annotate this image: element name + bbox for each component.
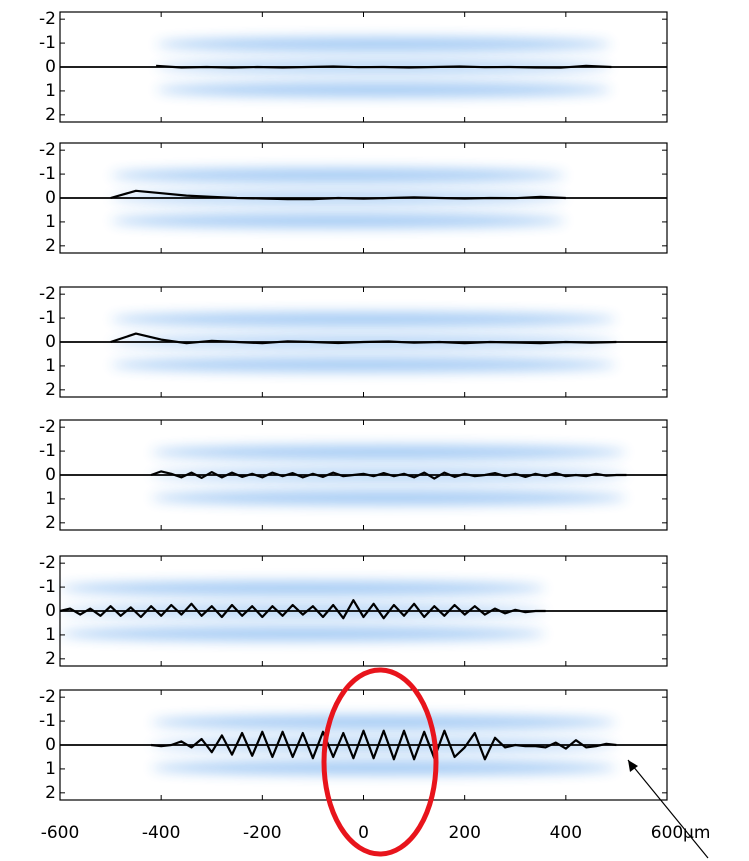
density-band [151, 760, 617, 775]
x-tick-label: 0 [358, 823, 369, 843]
y-tick-label: 0 [45, 188, 56, 208]
plot-frame [59, 11, 668, 123]
y-tick-label: 2 [45, 105, 56, 125]
y-tick-label: 0 [45, 735, 56, 755]
density-band [110, 213, 566, 228]
y-tick-label: -1 [39, 33, 56, 53]
arrow-head [628, 760, 638, 772]
density-band [59, 626, 546, 641]
density-band [110, 312, 617, 327]
y-tick-label: 1 [45, 625, 56, 645]
panel: -2 -1 0 1 2 [39, 9, 668, 125]
x-tick-label: -600 [41, 823, 80, 843]
density-band [156, 82, 612, 97]
y-tick-label: 0 [45, 465, 56, 485]
x-tick-label: -200 [243, 823, 282, 843]
y-tick-label: -1 [39, 308, 56, 328]
trace-line [150, 470, 627, 480]
panels: -2 -1 0 1 2 -2 -1 0 1 2 -2 -1 0 1 2 -2 -1 0 1 2 -2 -1 0 1 2 -2 -1 0… [39, 9, 710, 843]
trace-line [110, 332, 617, 345]
plot-frame [59, 689, 668, 801]
x-tick-label: 200 [448, 823, 480, 843]
y-tick-label: -1 [39, 164, 56, 184]
highlight-ellipse [321, 667, 439, 857]
plot-frame [59, 142, 668, 254]
plot-frame [59, 555, 668, 667]
y-tick-label: -1 [39, 711, 56, 731]
plot-frame [59, 419, 668, 531]
density-band [110, 168, 566, 183]
trace-line [150, 729, 617, 761]
y-tick-label: 0 [45, 57, 56, 77]
panel: -2 -1 0 1 2 [39, 553, 668, 669]
x-tick-label: 600 [651, 823, 683, 843]
y-tick-label: -1 [39, 441, 56, 461]
y-tick-label: 1 [45, 489, 56, 509]
y-tick-label: 1 [45, 356, 56, 376]
pointer-arrow [627, 759, 709, 859]
plot-frame [59, 286, 668, 398]
density-band [151, 445, 627, 460]
y-tick-label: 0 [45, 332, 56, 352]
panel: -2 -1 0 1 2 [39, 140, 668, 256]
panel: -2 -1 0 1 2 [39, 417, 668, 533]
y-tick-label: 1 [45, 212, 56, 232]
y-tick-label: -2 [39, 553, 56, 573]
panel: -2 -1 0 1 2 -600 -400 -200 0 200 400 600 μm [39, 687, 710, 843]
y-tick-label: -2 [39, 417, 56, 437]
density-band [151, 490, 627, 505]
x-axis-label: μm [683, 823, 710, 843]
y-tick-label: 2 [45, 380, 56, 400]
y-tick-label: 2 [45, 513, 56, 533]
density-band [59, 581, 546, 596]
panel: -2 -1 0 1 2 [39, 284, 668, 400]
y-tick-label: 1 [45, 759, 56, 779]
x-tick-label: 400 [550, 823, 582, 843]
density-band [110, 357, 617, 372]
y-tick-label: -2 [39, 687, 56, 707]
x-tick-label: -400 [142, 823, 181, 843]
trace-line [110, 189, 566, 201]
y-tick-label: 2 [45, 649, 56, 669]
y-tick-label: 1 [45, 81, 56, 101]
density-band [156, 37, 612, 52]
trace-line [156, 64, 612, 69]
y-tick-label: -1 [39, 577, 56, 597]
y-tick-label: 0 [45, 601, 56, 621]
y-tick-label: 2 [45, 236, 56, 256]
y-tick-label: -2 [39, 140, 56, 160]
y-tick-label: -2 [39, 9, 56, 29]
y-tick-label: -2 [39, 284, 56, 304]
density-band [151, 715, 617, 730]
trace-line [59, 599, 546, 620]
y-tick-label: 2 [45, 783, 56, 803]
